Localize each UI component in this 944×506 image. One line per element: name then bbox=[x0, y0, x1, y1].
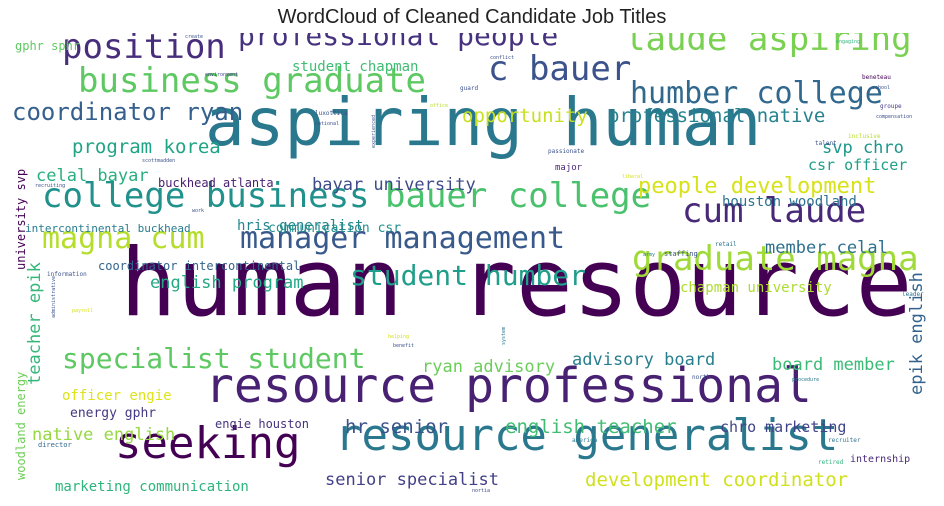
word-beneteau: beneteau bbox=[862, 74, 891, 81]
word-opportunity: opportunity bbox=[462, 105, 588, 127]
word-retail: retail bbox=[715, 241, 737, 248]
word-work: work bbox=[192, 208, 204, 214]
word-human-resource: human resource bbox=[120, 229, 912, 338]
word-humber-college: humber college bbox=[630, 76, 883, 111]
word-recruiting: recruiting bbox=[35, 183, 65, 189]
word-manager-management: manager management bbox=[240, 221, 565, 256]
word-america: america bbox=[572, 437, 598, 444]
word-graduate-magna: graduate magna bbox=[632, 239, 919, 279]
word-svp-chro: svp chro bbox=[822, 138, 904, 158]
word-magna-cum: magna cum bbox=[42, 221, 205, 256]
word-system: system bbox=[501, 327, 507, 345]
word-director: director bbox=[38, 441, 72, 449]
word-hr-senior: hr senior bbox=[345, 416, 448, 438]
word-buckhead-atlanta: buckhead atlanta bbox=[158, 176, 274, 190]
word-liberal: liberal bbox=[622, 174, 643, 180]
word-environment: environment bbox=[205, 72, 238, 78]
word-english-teacher: english teacher bbox=[505, 416, 677, 438]
word-woodland-energy: woodland energy bbox=[14, 372, 28, 480]
word-engie-houston: engie houston bbox=[215, 417, 309, 431]
word-inclusive: inclusive bbox=[848, 133, 881, 140]
word-engaging: engaging bbox=[836, 39, 860, 45]
word-communication-csr: communication csr bbox=[268, 221, 401, 236]
word-gphr-sphr: gphr sphr bbox=[15, 39, 80, 53]
word-coordinator-ryan: coordinator ryan bbox=[12, 98, 243, 126]
word-guard: guard bbox=[460, 85, 478, 92]
word-energy-gphr: energy gphr bbox=[70, 406, 156, 421]
word-nortia: nortia bbox=[472, 488, 490, 494]
word-north: north bbox=[692, 374, 710, 381]
word-member-celal: member celal bbox=[765, 238, 888, 258]
word-bauer-college: bauer college bbox=[385, 176, 651, 216]
word-army: army bbox=[643, 252, 655, 258]
word-bayar-university: bayar university bbox=[312, 175, 476, 195]
word-staffing: staffing bbox=[664, 250, 698, 258]
word-laude-aspiring: laude aspiring bbox=[625, 33, 912, 59]
word-national: national bbox=[315, 121, 339, 127]
word-helping: helping bbox=[388, 334, 409, 340]
word-senior-specialist: senior specialist bbox=[325, 470, 499, 490]
word-student-chapman: student chapman bbox=[292, 59, 418, 75]
word-houston-woodland: houston woodland bbox=[722, 194, 857, 210]
word-major: major bbox=[555, 163, 583, 173]
word-teacher-epik: teacher epik bbox=[25, 262, 45, 385]
word-seeking: seeking bbox=[115, 418, 300, 469]
word-professional-native: professional native bbox=[608, 105, 825, 127]
word-university-svp: university svp bbox=[14, 169, 28, 270]
word-english-program: english program bbox=[150, 273, 304, 293]
word-people-development: people development bbox=[638, 174, 876, 199]
word-position: position bbox=[62, 33, 226, 67]
word-payroll: payroll bbox=[72, 308, 93, 314]
word-chro-marketing: chro marketing bbox=[720, 418, 846, 436]
word-office: office bbox=[430, 103, 448, 109]
word-business-graduate: business graduate bbox=[78, 61, 426, 101]
word-coordinator-intercontinental: coordinator intercontinental bbox=[98, 259, 300, 273]
word-native-english: native english bbox=[32, 425, 175, 445]
word-hris-generalist: hris generalist bbox=[237, 218, 363, 234]
word-conflict: conflict bbox=[490, 55, 514, 61]
word-cloud: human resource aspiring human resource pro… bbox=[12, 33, 927, 495]
word-scottmadden: scottmadden bbox=[142, 158, 175, 164]
word-resource-generalist: resource generalist bbox=[335, 410, 838, 461]
word-leader: leader bbox=[902, 291, 924, 298]
word-luxottica: luxottica bbox=[315, 110, 348, 117]
word-epik-english: epik english bbox=[907, 272, 927, 395]
word-cum-laude: cum laude bbox=[682, 191, 866, 231]
word-program-korea: program korea bbox=[72, 136, 221, 158]
word-specialist-student: specialist student bbox=[62, 342, 365, 375]
word-retired: retired bbox=[818, 459, 844, 466]
word-school: school bbox=[872, 85, 890, 91]
word-intercontinental-buckhead: intercontinental buckhead bbox=[25, 222, 191, 235]
word-procedure: procedure bbox=[792, 377, 819, 383]
word-marketing-communication: marketing communication bbox=[55, 479, 249, 495]
word-aspiring-human: aspiring human bbox=[205, 84, 761, 161]
word-talent: talent bbox=[815, 140, 837, 147]
chart-title: WordCloud of Cleaned Candidate Job Title… bbox=[277, 6, 667, 28]
word-experienced: experienced bbox=[371, 115, 377, 148]
word-compensation: compensation bbox=[876, 114, 912, 120]
word-board-member: board member bbox=[772, 355, 895, 375]
word-administrative: administrative bbox=[51, 276, 57, 318]
word-college-business: college business bbox=[42, 176, 370, 216]
word-recruiter: recruiter bbox=[828, 437, 861, 444]
word-celal-bayar: celal bayar bbox=[36, 166, 149, 186]
word-professional-people: professional people bbox=[238, 33, 558, 52]
word-resource-professional: resource professional bbox=[205, 358, 812, 414]
word-csr-officer: csr officer bbox=[808, 156, 907, 174]
word-groupe: groupe bbox=[880, 103, 902, 110]
word-chapman-university: chapman university bbox=[680, 280, 832, 296]
word-development-coordinator: development coordinator bbox=[585, 469, 848, 491]
word-ryan-advisory: ryan advisory bbox=[422, 357, 555, 377]
word-create: create bbox=[185, 34, 203, 40]
word-internship: internship bbox=[850, 454, 910, 465]
word-officer-engie: officer engie bbox=[62, 388, 172, 404]
word-information: information bbox=[47, 271, 87, 278]
word-passionate: passionate bbox=[548, 148, 585, 155]
word-advisory-board: advisory board bbox=[572, 350, 715, 370]
word-student-humber: student humber bbox=[350, 259, 586, 292]
word-c-bauer: c bauer bbox=[488, 49, 631, 89]
word-benefit: benefit bbox=[393, 343, 414, 349]
